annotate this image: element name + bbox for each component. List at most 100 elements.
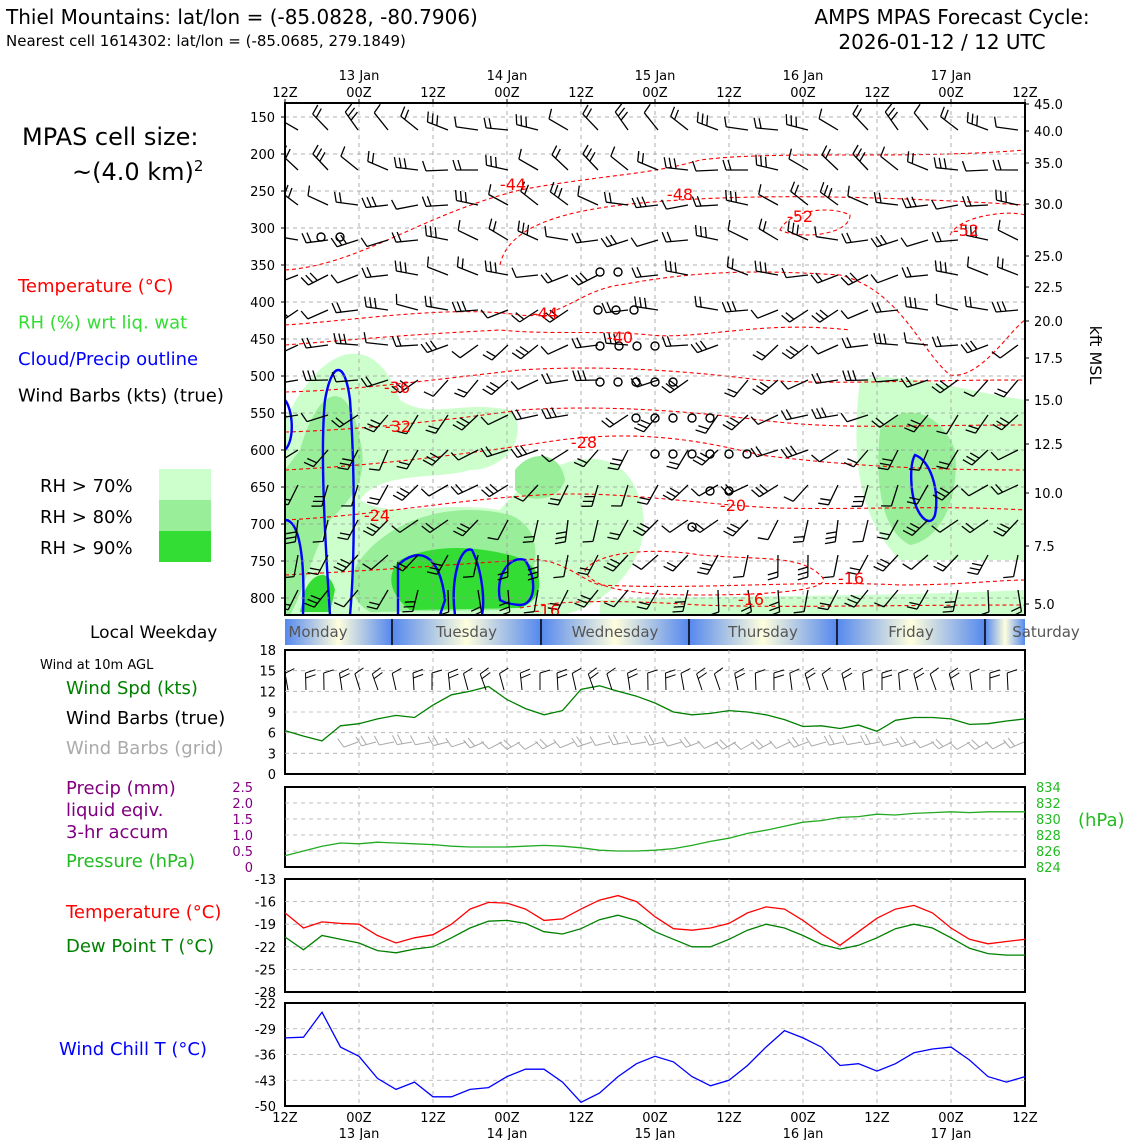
panel-tick-label: -19: [255, 918, 276, 933]
precip-legend-label: 3-hr accum: [66, 822, 168, 843]
calm-circle: [742, 449, 752, 459]
pressure-tick-label: 832: [1036, 797, 1061, 812]
pressure-tick-label: 824: [1036, 861, 1061, 876]
top-time-tick: 00Z: [494, 86, 520, 101]
top-time-tick: 00Z: [346, 86, 372, 101]
wind-barb: [752, 379, 779, 396]
grid-wind-barb: [499, 739, 521, 750]
wind-barb: [515, 114, 539, 131]
wind-panel: 0 3 6 9 12 15 18: [259, 644, 1026, 783]
calm-circle: [650, 377, 660, 387]
grid-wind-barb: [445, 738, 467, 748]
hpa-axis-label: (hPa): [1078, 810, 1125, 831]
wind-barb: [425, 414, 449, 434]
wind-barb: [421, 160, 449, 172]
wind-barb: [811, 407, 839, 420]
surface-wind-barb: [804, 667, 816, 691]
surface-wind-barb: [323, 669, 334, 691]
bottom-time-tick: 00Z: [642, 1111, 668, 1126]
grid-wind-barb: [355, 735, 377, 747]
surface-wind-barb: [696, 667, 707, 691]
pressure-tick-label: 300: [250, 222, 275, 237]
wind-barb: [511, 267, 539, 279]
surface-wind-barb: [371, 667, 383, 691]
wind-barb: [601, 414, 629, 428]
wind-barb: [541, 373, 569, 385]
wind-barb: [632, 554, 659, 570]
wind-barb: [847, 554, 869, 576]
wind-barb: [631, 266, 659, 279]
grid-wind-barb: [805, 737, 827, 747]
pressure-tick-label: 250: [250, 185, 275, 200]
temperature-contour-label: -44: [532, 304, 558, 323]
wind-barb: [750, 309, 779, 319]
wind-barb: [480, 446, 509, 458]
wind-barb: [454, 379, 479, 398]
bottom-date-label: 14 Jan: [487, 1127, 528, 1140]
grid-wind-barb: [842, 735, 863, 746]
wind-barb: [333, 589, 359, 608]
grid-wind-barb: [626, 735, 647, 746]
surface-wind-barb: [305, 669, 316, 691]
weekday-band: [985, 619, 1025, 645]
wind-barb: [285, 379, 299, 383]
wind-barb: [634, 296, 659, 311]
wind-barb: [661, 199, 689, 210]
temperature-contour: [519, 601, 1025, 609]
pressure-tick-label: 400: [250, 296, 275, 311]
panel-tick-label: -28: [255, 986, 276, 1001]
bottom-time-tick: 00Z: [346, 1111, 372, 1126]
wind-barb: [961, 519, 989, 534]
calm-circle: [724, 449, 734, 459]
wind-barb: [285, 519, 299, 545]
wind-barb: [367, 150, 389, 171]
wind-barb: [901, 266, 929, 278]
temperature-panel: -28 -25 -22 -19 -16 -13: [255, 873, 1026, 1001]
wind-barb: [451, 300, 479, 313]
cloud-outline-7: [910, 453, 938, 523]
pressure-tick-label: 650: [250, 481, 275, 496]
panel-tick-label: 9: [268, 706, 276, 721]
wind-barb: [285, 309, 299, 320]
wind-barb: [691, 195, 719, 207]
cycle-date: 2026-01-12 / 12 UTC: [838, 30, 1045, 54]
wind-barb: [814, 226, 839, 241]
wind-barb: [818, 484, 839, 506]
pressure-tick-label: 700: [250, 518, 275, 533]
wind-barb: [337, 519, 359, 541]
wind-barb: [961, 195, 989, 207]
weekday-label: Thursday: [727, 623, 798, 641]
calm-circle: [724, 486, 734, 496]
wind-barb: [454, 116, 479, 131]
calm-circle: [668, 413, 678, 423]
surface-wind-barb: [571, 667, 582, 691]
rh-legend-label: RH > 80%: [40, 507, 133, 528]
weekday-strip: Monday Tuesday Wednesday Thursday Friday Satu…: [285, 619, 1080, 645]
weekday-band: [541, 619, 689, 645]
wind-barb: [312, 104, 329, 131]
precip-tick-label: 2.0: [232, 797, 253, 812]
temperature-contour: [779, 209, 851, 236]
wind-barb: [767, 554, 779, 581]
wind-barb: [420, 484, 449, 497]
wind-barb: [363, 332, 389, 346]
wind-barb: [965, 414, 989, 434]
wind-barb: [754, 260, 779, 276]
wind-barb: [450, 483, 479, 495]
wind-barb: [547, 589, 569, 611]
wind-barb: [373, 103, 389, 131]
wind-barb: [780, 409, 809, 421]
wind-barb: [420, 340, 449, 354]
wind-barb: [582, 104, 599, 131]
wind-barb: [931, 199, 959, 210]
wind-barb: [485, 154, 509, 171]
calm-circle: [650, 341, 660, 351]
wind-barb: [871, 414, 899, 428]
height-tick-label: 10.0: [1034, 487, 1063, 502]
wind-barb: [581, 484, 599, 507]
temperature-contour: [584, 550, 824, 596]
height-tick-label: 25.0: [1034, 250, 1063, 265]
wind-legend-label: Wind Barbs (grid): [66, 738, 224, 759]
wind-barb: [498, 589, 511, 615]
